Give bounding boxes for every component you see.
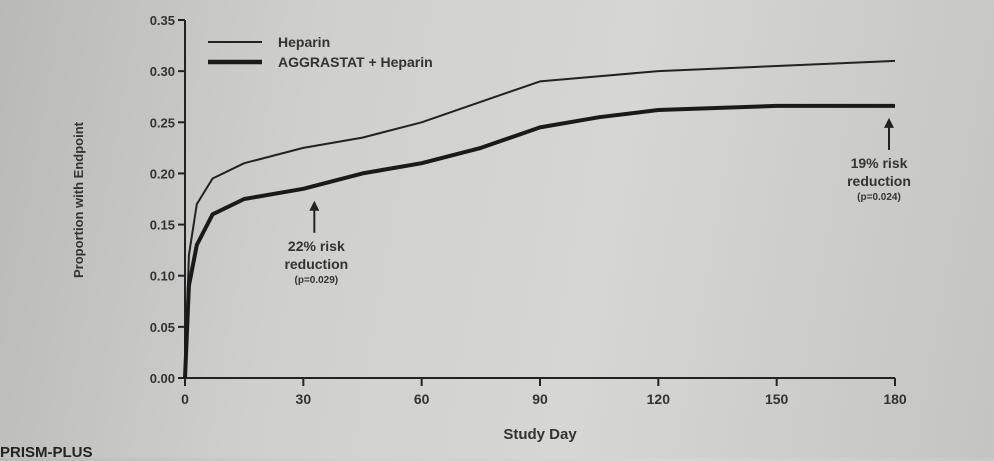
x-tick-label: 120 xyxy=(647,391,671,407)
y-tick-label: 0.20 xyxy=(150,166,175,181)
x-tick-label: 60 xyxy=(414,391,430,407)
annotation-text: reduction xyxy=(847,173,911,189)
annotation-text: (p=0.029) xyxy=(295,275,339,286)
caption: PRISM-PLUS xyxy=(0,444,93,461)
series-line-2 xyxy=(183,103,895,379)
annotation-text: 22% risk xyxy=(288,238,345,254)
y-tick-label: 0.10 xyxy=(150,269,175,284)
x-tick-label: 30 xyxy=(296,391,312,407)
x-axis-label: Study Day xyxy=(503,426,577,443)
y-tick-label: 0.35 xyxy=(150,13,175,28)
x-tick-label: 180 xyxy=(883,391,907,407)
series-line-1 xyxy=(184,59,896,379)
x-tick-label: 150 xyxy=(765,391,789,407)
y-tick-label: 0.30 xyxy=(150,64,175,79)
legend-label: Heparin xyxy=(278,34,330,50)
y-axis-label: Proportion with Endpoint xyxy=(71,121,86,278)
arrow-head-icon xyxy=(884,117,894,128)
arrow-head-icon xyxy=(309,200,320,211)
annotation-text: 19% risk xyxy=(851,155,908,171)
x-tick-label: 0 xyxy=(181,391,189,407)
y-tick-label: 0.25 xyxy=(150,115,175,130)
annotation-text: (p=0.024) xyxy=(857,192,901,203)
x-tick-label: 90 xyxy=(532,391,548,407)
y-tick-label: 0.05 xyxy=(150,320,175,335)
y-tick-label: 0.15 xyxy=(150,218,175,233)
legend-label: AGGRASTAT + Heparin xyxy=(278,54,433,70)
annotation-text: reduction xyxy=(284,256,348,272)
y-tick-label: 0.00 xyxy=(150,371,175,386)
